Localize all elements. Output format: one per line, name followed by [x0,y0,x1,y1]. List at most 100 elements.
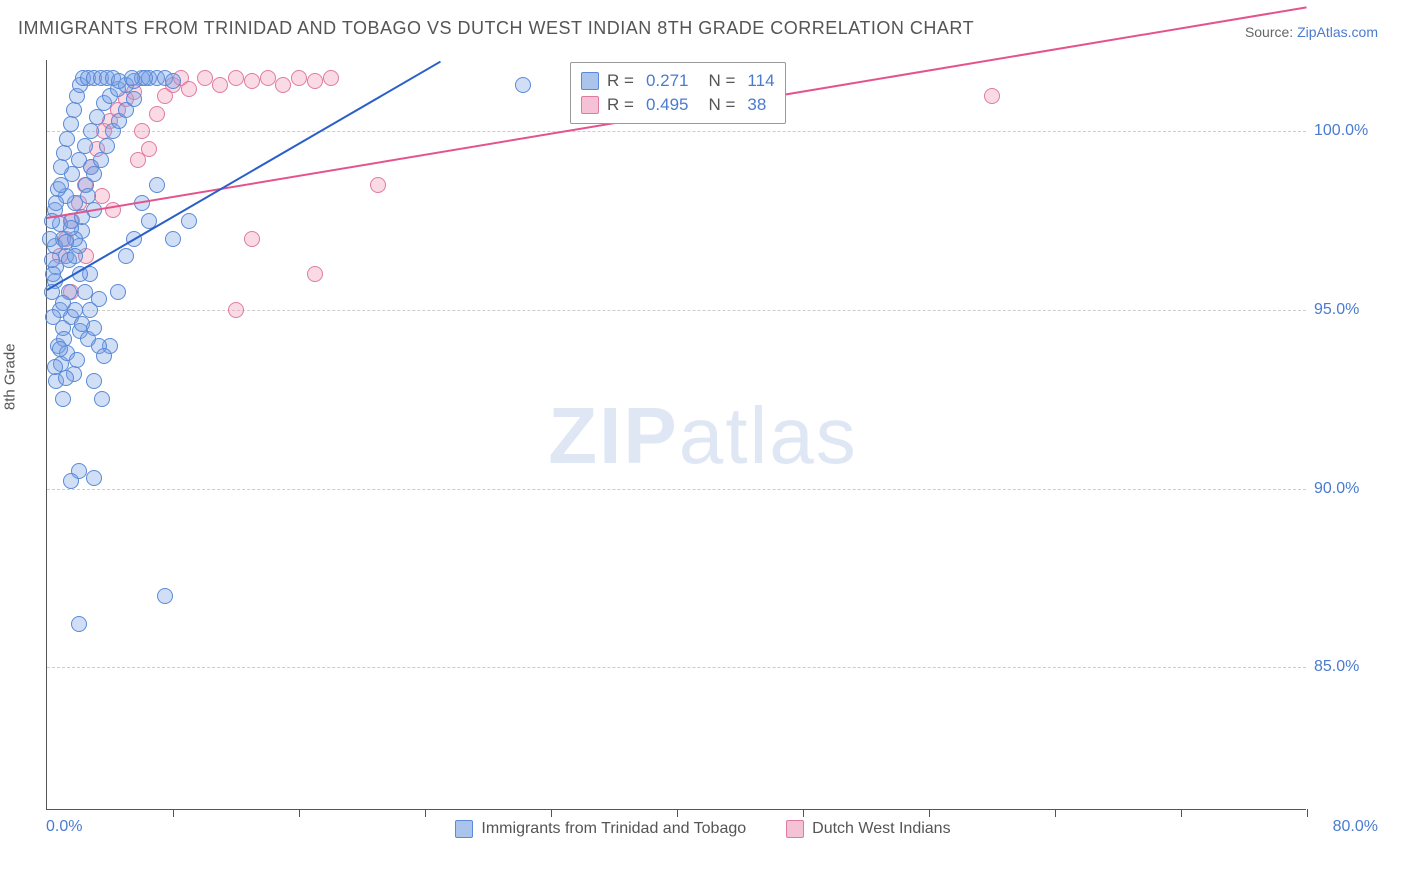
data-point-series-a [149,177,165,193]
n-label: N = [708,95,735,115]
data-point-series-a [52,341,68,357]
r-label: R = [607,71,634,91]
n-value: 38 [747,95,766,115]
data-point-series-a [93,152,109,168]
data-point-series-a [515,77,531,93]
data-point-series-b [212,77,228,93]
source-attribution: Source: ZipAtlas.com [1245,24,1378,40]
data-point-series-a [77,284,93,300]
data-point-series-a [44,252,60,268]
data-point-series-b [197,70,213,86]
series-b-swatch-icon [786,820,804,838]
data-point-series-a [69,352,85,368]
data-point-series-a [124,70,140,86]
gridline [47,667,1306,668]
data-point-series-a [86,470,102,486]
r-label: R = [607,95,634,115]
data-point-series-a [66,102,82,118]
data-point-series-a [63,473,79,489]
data-point-series-a [86,166,102,182]
data-point-series-a [99,138,115,154]
data-point-series-b [244,231,260,247]
data-point-series-a [118,248,134,264]
correlation-stats-box: R = 0.271 N = 114 R = 0.495 N = 38 [570,62,786,124]
legend-label: Dutch West Indians [812,820,950,838]
gridline [47,131,1306,132]
r-value: 0.495 [646,95,689,115]
x-tick [425,809,426,817]
data-point-series-a [86,320,102,336]
data-point-series-a [55,391,71,407]
data-point-series-b [291,70,307,86]
source-label: Source: [1245,24,1297,40]
legend-label: Immigrants from Trinidad and Tobago [481,820,746,838]
data-point-series-a [56,145,72,161]
data-point-series-b [984,88,1000,104]
data-point-series-b [323,70,339,86]
data-point-series-b [275,77,291,93]
data-point-series-a [53,177,69,193]
data-point-series-a [71,616,87,632]
data-point-series-a [86,373,102,389]
chart-title: IMMIGRANTS FROM TRINIDAD AND TOBAGO VS D… [18,18,974,39]
data-point-series-a [55,295,71,311]
data-point-series-b [370,177,386,193]
data-point-series-a [94,391,110,407]
x-tick [1307,809,1308,817]
series-a-swatch-icon [455,820,473,838]
data-point-series-a [45,266,61,282]
data-point-series-a [48,195,64,211]
x-tick [299,809,300,817]
data-point-series-b [260,70,276,86]
data-point-series-b [228,70,244,86]
y-tick-label: 90.0% [1314,480,1394,498]
data-point-series-a [165,231,181,247]
data-point-series-a [71,152,87,168]
source-link[interactable]: ZipAtlas.com [1297,24,1378,40]
x-tick [1055,809,1056,817]
data-point-series-b [228,302,244,318]
data-point-series-a [89,109,105,125]
data-point-series-a [45,309,61,325]
stats-row-series-a: R = 0.271 N = 114 [581,69,775,93]
data-point-series-a [58,370,74,386]
data-point-series-b [149,106,165,122]
data-point-series-a [110,284,126,300]
data-point-series-a [63,116,79,132]
data-point-series-a [83,123,99,139]
gridline [47,489,1306,490]
x-tick [677,809,678,817]
data-point-series-a [59,131,75,147]
legend: Immigrants from Trinidad and Tobago Dutc… [0,820,1406,838]
data-point-series-b [244,73,260,89]
data-point-series-b [307,266,323,282]
data-point-series-a [181,213,197,229]
x-tick [551,809,552,817]
data-point-series-a [165,73,181,89]
x-tick [803,809,804,817]
data-point-series-b [181,81,197,97]
series-b-swatch-icon [581,96,599,114]
data-point-series-a [42,231,58,247]
data-point-series-a [82,302,98,318]
y-tick-label: 100.0% [1314,122,1394,140]
x-tick [173,809,174,817]
x-tick [929,809,930,817]
y-tick-label: 95.0% [1314,301,1394,319]
data-point-series-a [157,588,173,604]
scatter-plot-area: 85.0%90.0%95.0%100.0% [46,60,1306,810]
data-point-series-b [94,188,110,204]
n-label: N = [708,71,735,91]
data-point-series-a [126,91,142,107]
y-axis-title: 8th Grade [2,343,19,410]
series-a-swatch-icon [581,72,599,90]
r-value: 0.271 [646,71,689,91]
data-point-series-a [80,188,96,204]
data-point-series-a [67,248,83,264]
data-point-series-b [307,73,323,89]
stats-row-series-b: R = 0.495 N = 38 [581,93,775,117]
legend-item-series-a: Immigrants from Trinidad and Tobago [455,820,746,838]
y-tick-label: 85.0% [1314,658,1394,676]
data-point-series-a [63,220,79,236]
n-value: 114 [747,71,774,91]
